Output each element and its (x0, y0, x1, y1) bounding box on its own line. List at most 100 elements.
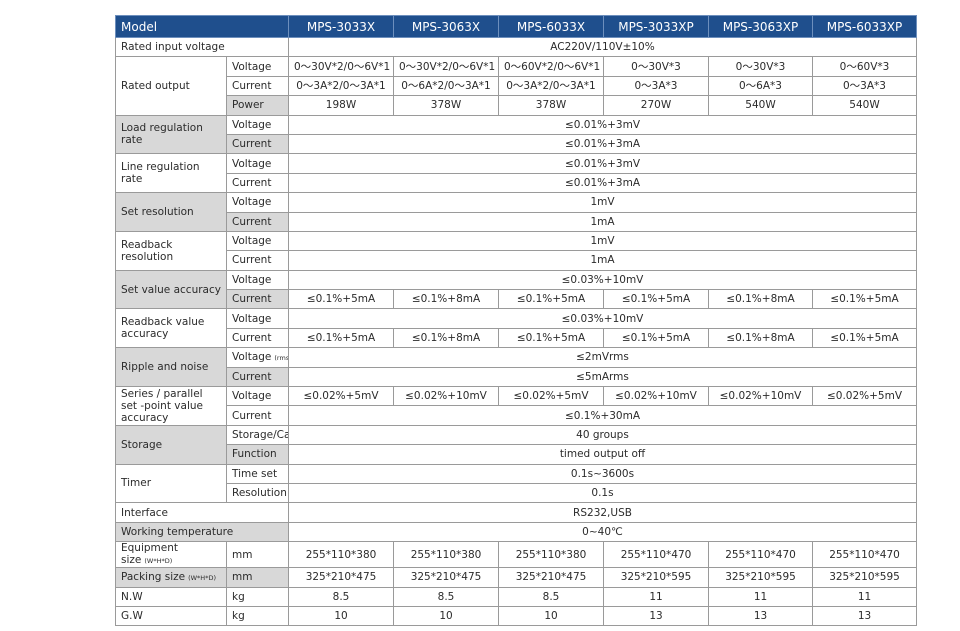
value-cell: 378W (498, 95, 604, 116)
group-label: Rated output (115, 56, 227, 116)
spec-row: Working temperature 0~40℃ (115, 521, 917, 543)
value-cell: ≤0.03%+10mV (288, 308, 917, 329)
sub-label: Current (226, 172, 289, 194)
sub-text: Function (232, 448, 277, 461)
group-label: Line regulation rate (115, 153, 227, 194)
value-cell: 0～6A*2/0～3A*1 (393, 75, 499, 97)
sub-text: Current (232, 409, 272, 422)
group-label: Equipment size (W*H*D) (115, 541, 227, 569)
value-cell: 325*210*475 (393, 567, 499, 588)
sub-text: Voltage (232, 312, 272, 325)
spec-row: Load regulation rate Voltage ≤0.01%+3mV (115, 114, 917, 155)
value-cell: ≤0.02%+10mV (708, 386, 813, 407)
value-cell: 325*210*595 (708, 567, 813, 588)
spec-row: Set resolution Voltage 1mV (115, 192, 917, 232)
sub-label: Current (226, 133, 289, 155)
spec-row: Storage Storage/Call40 groups (115, 424, 917, 465)
value-cell: ≤0.02%+10mV (393, 386, 499, 407)
value-cell: 10 (393, 605, 499, 627)
sub-text: Current (232, 79, 272, 92)
label-text: G.W (121, 610, 143, 623)
value-cell: 0~40℃ (288, 521, 917, 543)
sub-text: Storage/Call (232, 429, 288, 441)
spec-row: Current ≤0.01%+3mA (116, 172, 917, 194)
spec-row: Rated output Voltage 0～30V*2/0～6V*1 0～30V*2… (115, 56, 917, 116)
spec-row: Current 0～3A*2/0～3A*1 0～6A*2/0～3A*1 0～3A*2/… (116, 75, 917, 97)
group-label: N.W (115, 586, 227, 607)
group-label: Timer (115, 463, 227, 504)
spec-row: Current ≤5mArms (116, 366, 917, 388)
value-cell: ≤0.1%+5mA (498, 289, 604, 310)
sub-text: Current (232, 254, 272, 267)
value-cell: 198W (288, 95, 394, 116)
label-text: Working temperature (121, 525, 234, 538)
value-cell: 0～30V*3 (603, 56, 709, 77)
sub-label: Voltage (226, 192, 289, 213)
sub-text: Current (232, 332, 272, 345)
sub-label: mm (226, 541, 289, 569)
spec-row: Packing size (W*H*D) mm 325*210*475 325*210*… (115, 567, 917, 588)
sub-text: kg (232, 610, 245, 623)
value-cell: 255*110*380 (288, 541, 394, 569)
header-row: Model MPS-3033X MPS-3063X MPS-6033X MPS-3033… (115, 15, 917, 38)
spec-row: Function timed output off (116, 444, 917, 465)
sub-text: Voltage (232, 196, 272, 209)
sub-label: Voltage (226, 308, 289, 329)
value-cell: 540W (708, 95, 813, 116)
group-label: Storage (115, 424, 227, 465)
group-label: Rated input voltage (115, 36, 289, 58)
value-cell: ≤0.02%+5mV (288, 386, 394, 407)
value-cell: 255*110*380 (498, 541, 604, 569)
value-cell: 10 (498, 605, 604, 627)
model-header: MPS-3063X (393, 15, 499, 38)
label-text: Readback resolution (121, 238, 174, 263)
sub-label: Current (226, 327, 289, 349)
value-cell: 0～3A*3 (603, 75, 709, 97)
sub-note: (rms) (274, 354, 287, 363)
sub-label: Function (226, 444, 289, 465)
sub-text: Resolution (232, 487, 287, 500)
label-text: Packing size (121, 570, 186, 583)
value-cell: ≤0.1%+8mA (393, 327, 499, 349)
model-header: MPS-3033X (288, 15, 394, 38)
value-cell: 255*110*470 (812, 541, 917, 569)
value-cell: 325*210*475 (498, 567, 604, 588)
label-text: Timer (121, 477, 152, 490)
sub-text: Current (232, 138, 272, 151)
value-cell: 1mV (288, 230, 917, 252)
value-cell: 0～30V*2/0～6V*1 (393, 56, 499, 77)
table-body: Rated input voltage AC220V/110V±10% Rated … (115, 36, 917, 627)
value-cell: ≤0.03%+10mV (288, 269, 917, 291)
sub-text: Voltage (232, 118, 272, 131)
value-cell: 1mA (288, 250, 917, 271)
sub-label: Voltage (226, 386, 289, 407)
sub-text: Current (232, 293, 272, 306)
sub-text: Current (232, 370, 272, 383)
sub-text: Voltage (232, 235, 272, 248)
spec-row: Equipment size (W*H*D) mm 255*110*380 255*11… (115, 541, 917, 569)
sub-label: Storage/Call (226, 424, 289, 446)
sub-text: Voltage (232, 273, 272, 286)
sub-label: kg (226, 586, 289, 607)
spec-row: Current 1mA (116, 211, 917, 232)
value-cell: ≤0.02%+5mV (812, 386, 917, 407)
value-cell: ≤0.1%+5mA (498, 327, 604, 349)
value-cell: 8.5 (288, 586, 394, 607)
spec-row: Interface RS232,USB (115, 502, 917, 523)
label-text: Set resolution (121, 206, 194, 219)
value-cell: ≤5mArms (288, 366, 917, 388)
value-cell: ≤0.1%+8mA (708, 327, 813, 349)
sub-text: mm (232, 548, 253, 561)
value-cell: 11 (812, 586, 917, 607)
value-cell: 11 (603, 586, 709, 607)
group-label: Packing size (W*H*D) (115, 567, 227, 588)
sub-text: kg (232, 590, 245, 603)
spec-row: Line regulation rate Voltage ≤0.01%+3mV (115, 153, 917, 194)
value-cell: 8.5 (393, 586, 499, 607)
value-cell: ≤0.02%+10mV (603, 386, 709, 407)
sub-label: Voltage (226, 269, 289, 291)
group-label: Interface (115, 502, 289, 523)
model-header: MPS-3033XP (603, 15, 709, 38)
sub-text: Voltage (232, 60, 272, 73)
